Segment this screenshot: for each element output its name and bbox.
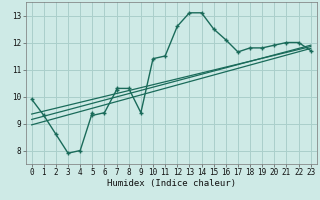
X-axis label: Humidex (Indice chaleur): Humidex (Indice chaleur) [107,179,236,188]
